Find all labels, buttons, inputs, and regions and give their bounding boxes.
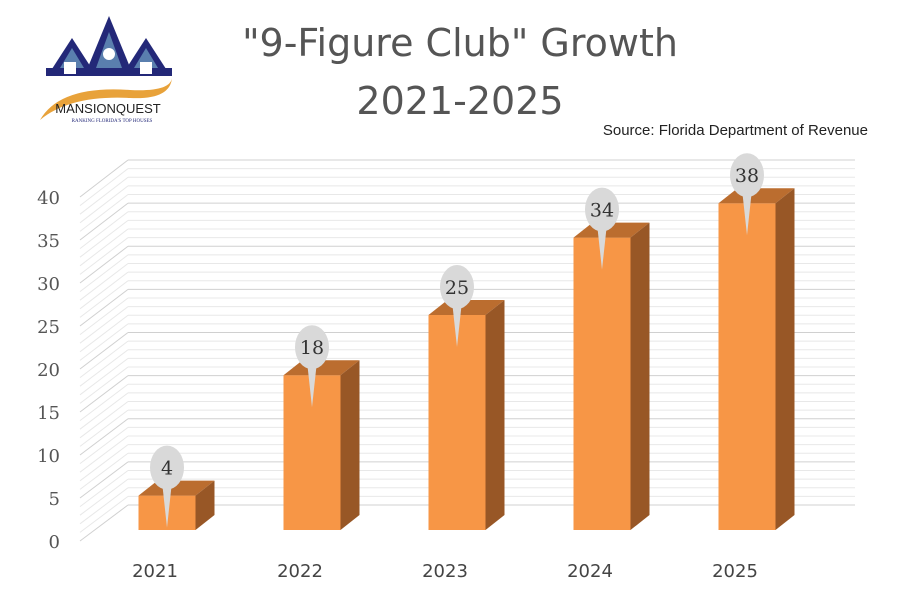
y-tick-label: 25 <box>37 317 60 338</box>
gridline-side <box>79 366 129 404</box>
gridline-side <box>79 237 129 275</box>
data-label: 25 <box>445 277 469 299</box>
gridline-side <box>79 263 129 301</box>
bar-side <box>630 222 650 530</box>
gridline-side <box>79 168 129 206</box>
gridline-side <box>79 461 129 499</box>
data-label-pointer <box>452 301 462 347</box>
gridline-side <box>79 426 129 464</box>
y-tick-label: 20 <box>37 360 60 381</box>
gridline-side <box>79 194 129 232</box>
gridline-side <box>79 478 129 516</box>
y-tick-label: 10 <box>37 446 60 467</box>
y-tick-label: 5 <box>49 489 60 510</box>
x-tick-label: 2022 <box>277 561 323 582</box>
gridline-side <box>79 306 129 344</box>
x-tick-label: 2023 <box>422 561 468 582</box>
data-label-bubble <box>585 187 619 232</box>
bar-front <box>428 315 486 530</box>
gridline-side <box>79 401 129 439</box>
gridline-side <box>79 375 129 413</box>
data-label-bubble <box>295 325 329 370</box>
gridline-side <box>79 332 129 370</box>
y-tick-label: 35 <box>37 231 60 252</box>
gridline-side <box>79 349 129 387</box>
gridline-side <box>79 418 129 456</box>
gridline-side <box>79 487 129 525</box>
gridline-side <box>79 202 129 241</box>
chart-subtitle: 2021-2025 <box>356 79 564 123</box>
bar-side <box>195 480 215 530</box>
gridline-side <box>79 176 129 215</box>
mansionquest-logo: MANSIONQUEST RANKING FLORIDA'S TOP HOUSE… <box>40 16 172 124</box>
data-label-pointer <box>162 481 172 528</box>
data-label-pointer <box>597 223 607 270</box>
data-label-bubble <box>730 153 764 198</box>
data-label: 18 <box>300 337 324 359</box>
gridline-side <box>79 383 129 421</box>
data-label-bubble <box>150 445 184 490</box>
gridline-side <box>79 159 129 198</box>
bar-side <box>485 300 505 530</box>
gridline-side <box>79 495 129 533</box>
gridline-side <box>79 409 129 447</box>
x-tick-label: 2024 <box>567 561 613 582</box>
gridline-side <box>79 392 129 430</box>
gridline-side <box>79 504 129 542</box>
gridline-side <box>79 357 129 396</box>
gridline-side <box>79 280 129 318</box>
bar-side <box>340 360 360 530</box>
gridline-side <box>79 323 129 361</box>
data-label: 34 <box>590 200 614 222</box>
svg-text:MANSIONQUEST: MANSIONQUEST <box>55 101 161 116</box>
bar-side <box>775 188 795 530</box>
y-tick-label: 15 <box>37 403 60 424</box>
gridline-side <box>79 185 129 224</box>
svg-text:RANKING FLORIDA'S TOP HOUSES: RANKING FLORIDA'S TOP HOUSES <box>72 119 153 124</box>
bar-front <box>718 203 776 530</box>
gridline-side <box>79 219 129 258</box>
gridline-side <box>79 245 129 284</box>
data-label: 4 <box>161 458 173 480</box>
gridline-side <box>79 435 129 473</box>
gridline-side <box>79 452 129 490</box>
gridline-side <box>79 470 129 507</box>
house-icon <box>46 16 172 76</box>
data-label-pointer <box>307 361 317 408</box>
gridline-side <box>79 314 129 353</box>
y-tick-label: 0 <box>49 532 60 553</box>
gridline-side <box>79 271 129 310</box>
gridline-side <box>79 444 129 482</box>
bar-front <box>573 237 631 530</box>
x-tick-label: 2021 <box>132 561 178 582</box>
source-note: Source: Florida Department of Revenue <box>602 122 868 139</box>
y-tick-label: 40 <box>37 188 60 209</box>
gridline-side <box>79 340 129 378</box>
chart-title: "9-Figure Club" Growth <box>242 21 678 65</box>
data-label-pointer <box>742 189 752 236</box>
gridline-side <box>79 228 129 267</box>
gridline-side <box>79 211 129 249</box>
gridline-side <box>79 288 129 327</box>
gridline-side <box>79 297 129 335</box>
data-label: 38 <box>735 165 759 187</box>
x-tick-label: 2025 <box>712 561 758 582</box>
gridline-side <box>79 254 129 292</box>
y-tick-label: 30 <box>37 274 60 295</box>
data-label-bubble <box>440 265 474 309</box>
